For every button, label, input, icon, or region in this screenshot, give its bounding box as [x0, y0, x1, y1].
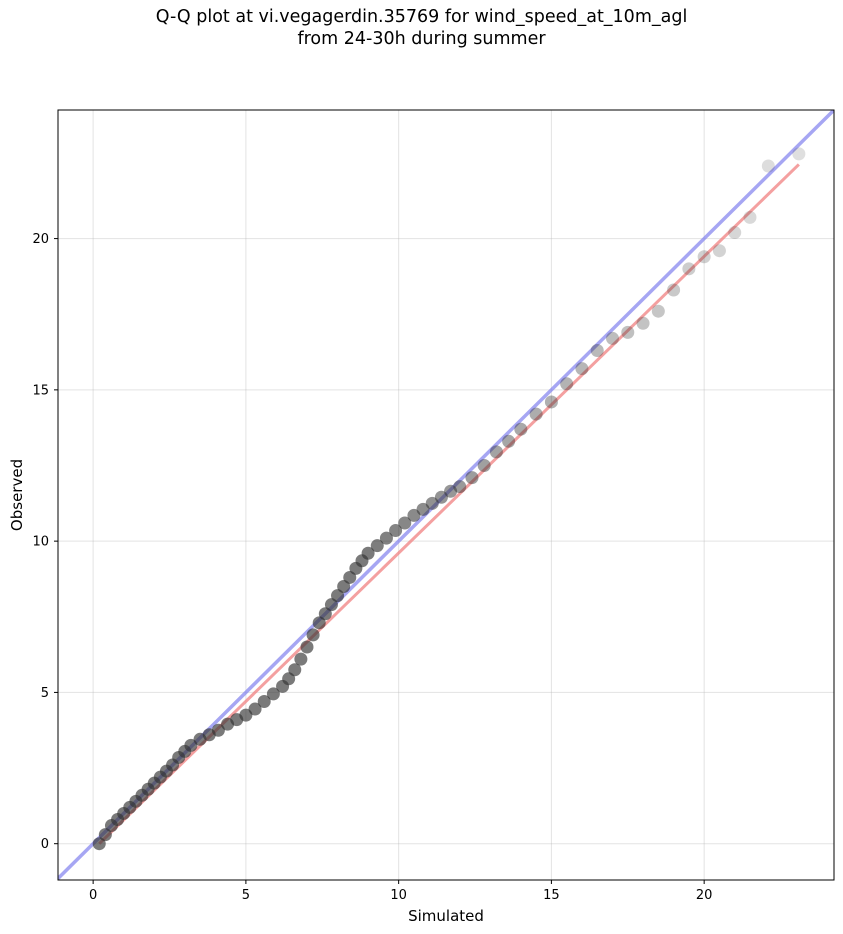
- quantile-point: [502, 434, 516, 448]
- quantile-point: [636, 316, 650, 330]
- quantile-point: [257, 694, 271, 708]
- quantile-point: [682, 262, 696, 276]
- quantile-point: [529, 407, 543, 421]
- quantile-point: [712, 244, 726, 258]
- quantile-point: [294, 652, 308, 666]
- x-tick-label: 5: [242, 888, 250, 903]
- quantile-point: [651, 304, 665, 318]
- chart-title: Q-Q plot at vi.vegagerdin.35769 for wind…: [0, 6, 843, 50]
- y-axis-label: Observed: [8, 459, 26, 531]
- quantile-point: [465, 471, 479, 485]
- quantile-point: [575, 362, 589, 376]
- quantile-point: [697, 250, 711, 264]
- quantile-point: [477, 459, 491, 473]
- quantile-point: [544, 395, 558, 409]
- quantile-point: [266, 687, 280, 701]
- chart-title-line1: Q-Q plot at vi.vegagerdin.35769 for wind…: [155, 7, 688, 27]
- chart-title-line2: from 24-30h during summer: [297, 29, 546, 49]
- quantile-point: [425, 496, 439, 510]
- x-tick-label: 15: [543, 888, 560, 903]
- axis-ticks: 0 5 10 15 20 0 5 10 15 20: [32, 232, 712, 903]
- quantile-point: [370, 539, 384, 553]
- quantile-point: [416, 502, 430, 516]
- y-tick-label: 15: [32, 383, 49, 398]
- quantile-point: [389, 524, 403, 538]
- quantile-point: [606, 331, 620, 345]
- quantile-point: [434, 490, 448, 504]
- quantile-point: [407, 508, 421, 522]
- quantile-point: [300, 640, 314, 654]
- quantile-point: [288, 663, 302, 677]
- quantile-point: [792, 147, 806, 161]
- quantile-point: [444, 484, 458, 498]
- quantile-point: [590, 344, 604, 358]
- y-tick-label: 20: [32, 232, 49, 247]
- y-tick-label: 5: [41, 686, 49, 701]
- x-tick-label: 10: [390, 888, 407, 903]
- quantile-point: [514, 422, 528, 436]
- quantile-point: [560, 377, 574, 391]
- x-axis-label: Simulated: [408, 907, 484, 925]
- y-tick-label: 10: [32, 535, 49, 550]
- quantile-point: [621, 325, 635, 339]
- x-tick-label: 20: [696, 888, 713, 903]
- quantile-point: [728, 226, 742, 240]
- y-tick-label: 0: [41, 837, 49, 852]
- quantile-point: [239, 708, 253, 722]
- quantile-point: [306, 628, 320, 642]
- quantile-point: [248, 702, 262, 716]
- quantile-point: [398, 516, 412, 530]
- quantile-point: [667, 283, 681, 297]
- quantile-point: [761, 159, 775, 173]
- quantile-point: [489, 445, 503, 459]
- x-tick-label: 0: [89, 888, 97, 903]
- quantile-point: [379, 531, 393, 545]
- quantile-point: [743, 210, 757, 224]
- quantile-point: [361, 546, 375, 560]
- quantile-point: [184, 738, 198, 752]
- plot-frame: [57, 109, 835, 881]
- quantile-point: [211, 723, 225, 737]
- quantile-point: [453, 480, 467, 494]
- quantile-points: [92, 147, 806, 851]
